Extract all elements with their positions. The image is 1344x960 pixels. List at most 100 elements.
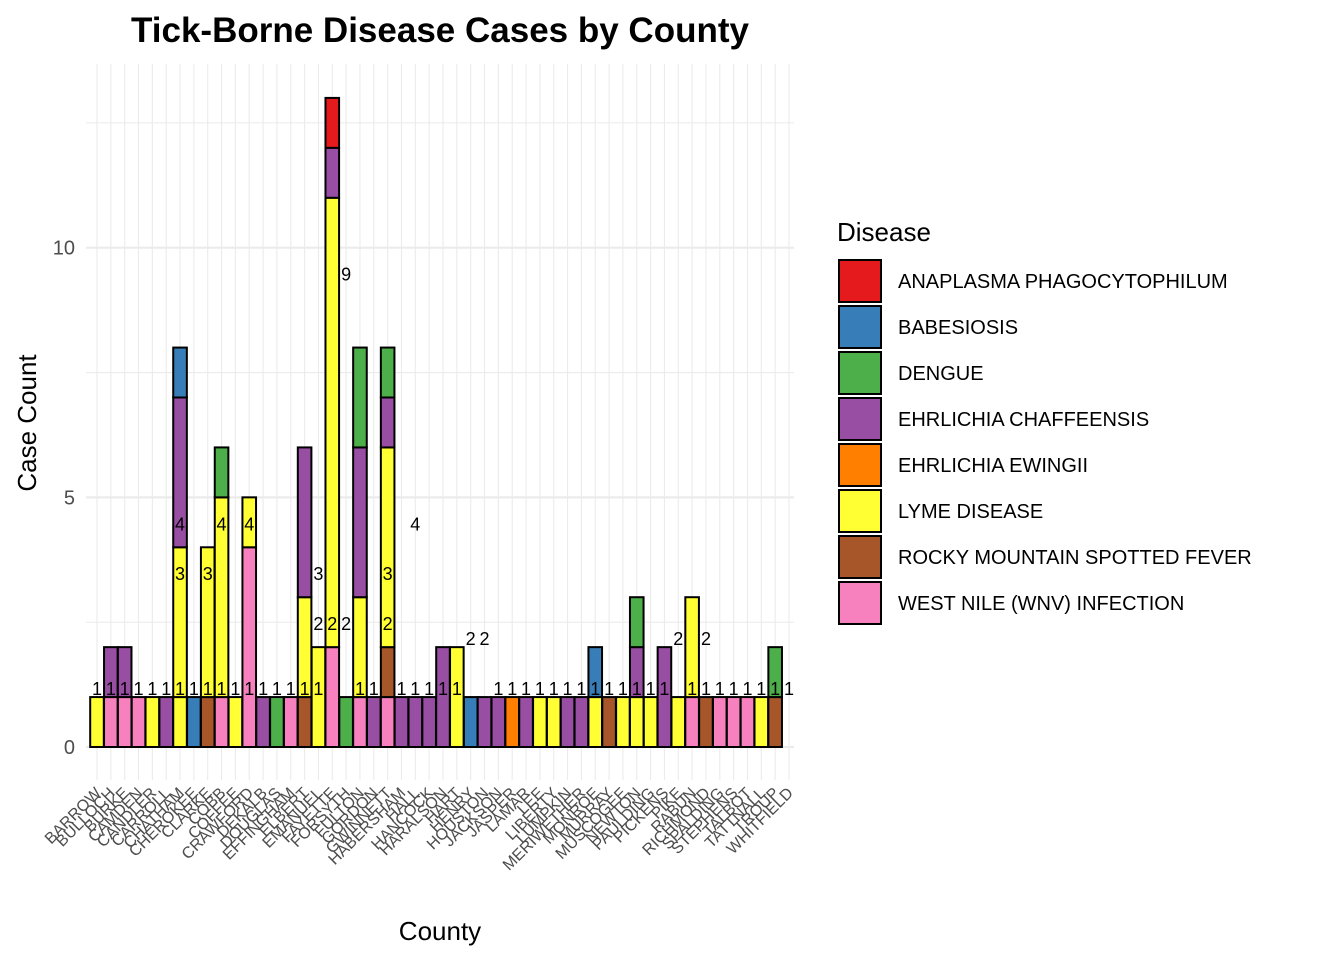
bar-segment (739, 696, 756, 749)
bar-segment (684, 596, 700, 699)
legend-label: LYME DISEASE (898, 501, 1043, 523)
legend-swatch (838, 489, 882, 533)
bar-segment (712, 696, 728, 749)
legend-label: WEST NILE (WNV) INFECTION (898, 593, 1184, 615)
data-label: 1 (355, 679, 365, 699)
data-label: 9 (341, 265, 351, 285)
bar-segment (407, 696, 424, 749)
data-label: 3 (203, 564, 213, 584)
bar-segment (103, 696, 119, 749)
data-label: 1 (258, 679, 268, 699)
data-label: 1 (217, 679, 227, 699)
bar-segment (767, 646, 783, 699)
legend-label: EHRLICHIA EWINGII (898, 455, 1088, 477)
legend-label: BABESIOSIS (898, 317, 1018, 339)
bar-segment (213, 446, 230, 499)
data-label: 1 (424, 679, 434, 699)
data-label: 1 (618, 679, 628, 699)
legend-label: ROCKY MOUNTAIN SPOTTED FEVER (898, 547, 1252, 569)
bar-segment (227, 696, 244, 749)
data-label: 1 (756, 679, 766, 699)
data-label: 1 (549, 679, 559, 699)
bar-segment (545, 696, 562, 749)
data-label: 1 (313, 679, 323, 699)
bar-segment (573, 696, 590, 749)
y-tick-label: 5 (64, 487, 75, 509)
data-label: 1 (92, 679, 102, 699)
bar-segment (324, 96, 341, 149)
data-label: 1 (729, 679, 739, 699)
x-axis: BARROWBULLOCHBURKECAMDENCANDLERCARROLLCH… (42, 784, 797, 874)
bar-segment (199, 696, 216, 749)
bar-segment (116, 646, 133, 699)
bar-segment (324, 196, 341, 649)
grid-lines (86, 64, 794, 780)
data-label: 1 (300, 679, 310, 699)
data-label: 1 (369, 679, 379, 699)
bar-segment (642, 696, 659, 749)
x-axis-title: County (399, 916, 481, 946)
bar-segment (684, 696, 700, 749)
bar-segment (670, 696, 687, 749)
data-label: 1 (230, 679, 240, 699)
data-label: 2 (673, 629, 683, 649)
data-label: 2 (327, 614, 337, 634)
bar-segment (462, 696, 479, 749)
bar-segment (725, 696, 742, 749)
data-label: 1 (659, 679, 669, 699)
bar-segment (116, 696, 133, 749)
data-label: 1 (134, 679, 144, 699)
legend-swatch (838, 305, 882, 349)
bar-segment (186, 696, 202, 749)
legend-title: Disease (837, 217, 931, 247)
data-label: 1 (590, 679, 600, 699)
bar-segment (559, 696, 576, 749)
bar-segment (490, 696, 507, 749)
bar-segment (352, 696, 368, 749)
y-tick-label: 0 (64, 737, 75, 759)
legend-label: DENGUE (898, 363, 984, 385)
data-label: 1 (632, 679, 642, 699)
bar-segment (476, 696, 493, 749)
bar-segment (352, 446, 368, 599)
y-axis-title: Case Count (12, 354, 42, 492)
data-label: 1 (604, 679, 614, 699)
bar-segment (393, 696, 410, 749)
bar-segment (241, 546, 258, 749)
data-label: 2 (383, 614, 393, 634)
data-label: 1 (521, 679, 531, 699)
data-label: 1 (701, 679, 711, 699)
data-label: 1 (244, 679, 254, 699)
bar-segment (601, 696, 617, 749)
bar-segment (338, 696, 354, 749)
bar-segment (587, 696, 604, 749)
bar-segment (615, 696, 631, 749)
data-label: 4 (175, 514, 185, 534)
data-label: 3 (383, 564, 393, 584)
bar-segment (504, 696, 520, 749)
bar-segment (532, 696, 548, 749)
data-label: 1 (286, 679, 296, 699)
bar-segment (767, 696, 783, 749)
bar-segment (324, 646, 341, 749)
bar-segment (352, 346, 368, 449)
bar-segment (130, 696, 147, 749)
data-label: 1 (452, 679, 462, 699)
bar-segment (296, 446, 313, 599)
legend-swatch (838, 259, 882, 303)
bar-segment (213, 696, 230, 749)
data-label: 4 (217, 514, 227, 534)
data-label: 2 (313, 614, 323, 634)
data-label: 1 (770, 679, 780, 699)
legend-swatch (838, 535, 882, 579)
bar-segment (269, 696, 285, 749)
legend-swatch (838, 397, 882, 441)
legend: Disease ANAPLASMA PHAGOCYTOPHILUM BABESIO… (837, 217, 1252, 625)
bar-segment (518, 696, 534, 749)
data-label: 1 (106, 679, 116, 699)
bar-segment (628, 596, 645, 649)
data-label: 1 (507, 679, 517, 699)
bar-segment (587, 646, 604, 699)
data-label: 3 (175, 564, 185, 584)
